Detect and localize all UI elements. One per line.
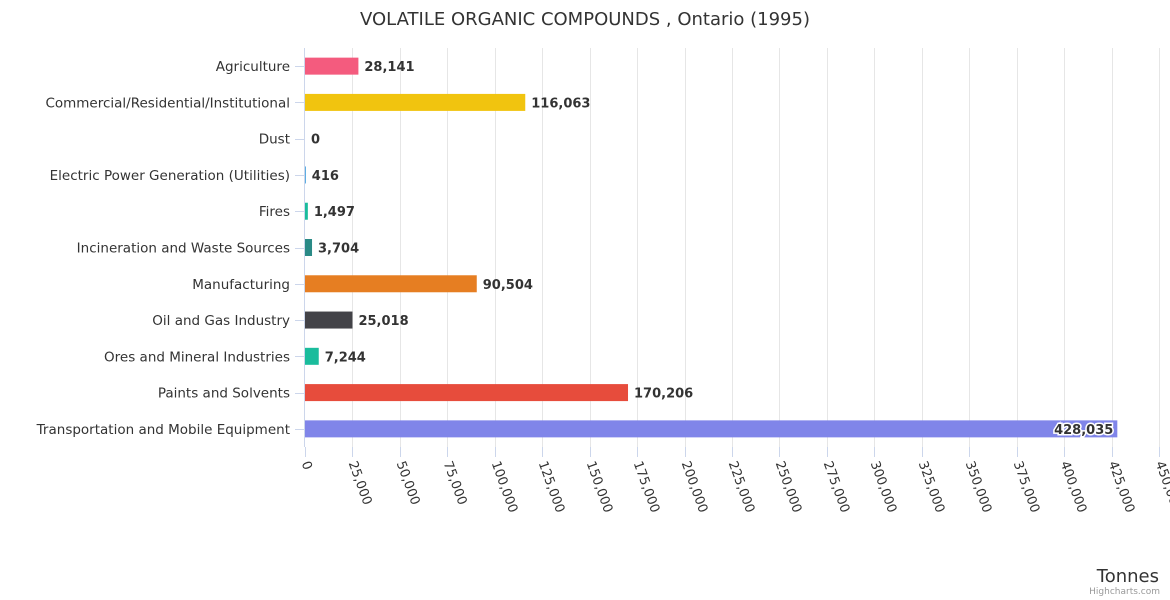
x-tick-label: 375,000 xyxy=(1010,459,1042,515)
data-label: 416 xyxy=(312,169,339,184)
data-label: 1,497 xyxy=(314,205,355,220)
data-label: 7,244 xyxy=(325,350,366,365)
x-tick-label: 225,000 xyxy=(725,459,757,515)
data-label: 428,035 xyxy=(1054,423,1113,438)
x-axis-title: Tonnes xyxy=(1096,566,1159,587)
data-label: 116,063 xyxy=(531,96,590,111)
data-labels: 28,141 116,063 0 416 1,497 3,704 90,504 25,018 7… xyxy=(311,60,1115,439)
x-tick-label: 275,000 xyxy=(820,459,852,515)
bar[interactable] xyxy=(305,57,359,75)
x-tick-label: 300,000 xyxy=(867,459,899,515)
x-tick-label: 425,000 xyxy=(1105,459,1137,515)
data-label: 28,141 xyxy=(364,60,414,75)
bar[interactable] xyxy=(305,202,308,220)
bar[interactable] xyxy=(305,384,629,402)
x-tick-label: 400,000 xyxy=(1057,459,1089,515)
category-label: Ores and Mineral Industries xyxy=(104,349,290,365)
category-label: Agriculture xyxy=(216,59,290,75)
bar[interactable] xyxy=(305,166,306,184)
bar[interactable] xyxy=(305,239,313,256)
x-tick-label: 150,000 xyxy=(583,459,615,515)
x-tick-label: 125,000 xyxy=(535,459,567,515)
category-label: Manufacturing xyxy=(192,277,290,293)
category-label: Electric Power Generation (Utilities) xyxy=(50,168,290,184)
bar[interactable] xyxy=(305,347,319,365)
x-tick-label: 75,000 xyxy=(440,459,470,507)
category-labels: Agriculture Commercial/Residential/Instit… xyxy=(36,59,290,438)
gridlines xyxy=(295,48,1160,457)
x-tick-label: 200,000 xyxy=(678,459,710,515)
category-label: Commercial/Residential/Institutional xyxy=(45,95,290,111)
category-label: Incineration and Waste Sources xyxy=(77,241,290,257)
x-tick-label: 25,000 xyxy=(345,459,375,507)
data-label: 0 xyxy=(311,133,320,148)
data-label: 170,206 xyxy=(634,387,693,402)
x-tick-label: 0 xyxy=(298,459,315,472)
bar[interactable] xyxy=(305,311,353,329)
bar[interactable] xyxy=(305,93,526,111)
x-tick-label: 450,000 xyxy=(1152,459,1170,515)
bars xyxy=(305,57,1118,438)
credits-link[interactable]: Highcharts.com xyxy=(1089,587,1160,597)
x-tick-label: 350,000 xyxy=(962,459,994,515)
x-tick-labels: 0 25,000 50,000 75,000 100,000 125,000 150,000… xyxy=(298,459,1170,515)
bar[interactable] xyxy=(305,420,1118,438)
x-tick-label: 325,000 xyxy=(915,459,947,515)
x-tick-label: 175,000 xyxy=(630,459,662,515)
x-tick-label: 250,000 xyxy=(772,459,804,515)
category-label: Paints and Solvents xyxy=(158,386,290,402)
category-label: Oil and Gas Industry xyxy=(152,313,290,329)
x-tick-label: 100,000 xyxy=(488,459,520,515)
category-label: Transportation and Mobile Equipment xyxy=(36,422,290,438)
category-label: Fires xyxy=(259,204,290,220)
data-label: 90,504 xyxy=(483,278,533,293)
bar[interactable] xyxy=(305,275,477,293)
chart-title: VOLATILE ORGANIC COMPOUNDS , Ontario (19… xyxy=(360,9,810,30)
data-label: 3,704 xyxy=(318,242,359,257)
x-tick-label: 50,000 xyxy=(393,459,423,507)
category-label: Dust xyxy=(259,132,290,148)
data-label: 25,018 xyxy=(358,314,408,329)
